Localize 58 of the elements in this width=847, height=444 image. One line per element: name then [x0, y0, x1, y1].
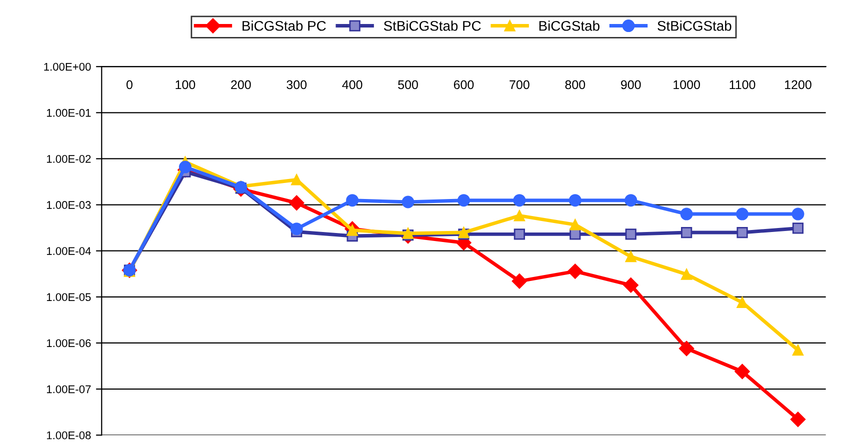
y-tick-label: 1.00E-04 — [46, 247, 91, 255]
point — [513, 194, 526, 207]
x-tick-label: 900 — [621, 80, 641, 90]
x-tick-label: 1200 — [785, 80, 812, 90]
point — [681, 226, 692, 238]
x-tick-label: 700 — [510, 80, 530, 90]
point — [681, 268, 692, 280]
point — [680, 208, 693, 220]
y-tick-label: 1.00E+00 — [44, 62, 91, 71]
point — [792, 208, 804, 220]
point — [457, 194, 470, 207]
legend-label: StBiCGStab — [658, 20, 732, 31]
legend-label: StBiCGStab PC — [384, 20, 481, 31]
point — [514, 228, 525, 240]
x-tick-label: 1100 — [730, 80, 756, 90]
legend-label: BiCGStab PC — [242, 20, 326, 31]
x-tick-label: 1000 — [674, 80, 700, 90]
point — [736, 226, 748, 238]
point — [792, 222, 804, 234]
point — [290, 222, 303, 236]
x-tick-label: 800 — [565, 80, 586, 90]
point — [568, 264, 583, 279]
point — [790, 412, 806, 427]
y-tick-label: 1.00E-07 — [46, 385, 91, 394]
point — [736, 208, 749, 220]
point — [346, 194, 359, 207]
point — [346, 224, 358, 236]
point — [178, 160, 192, 174]
y-tick-label: 1.00E-05 — [46, 293, 91, 302]
point — [514, 210, 525, 222]
x-tick-label: 500 — [398, 80, 418, 90]
point — [736, 296, 748, 308]
y-tick-label: 1.00E-08 — [46, 431, 91, 440]
point — [402, 196, 414, 208]
y-tick-label: 1.00E-03 — [46, 201, 91, 209]
point — [570, 219, 581, 230]
point — [678, 340, 694, 356]
point — [570, 228, 581, 240]
point — [568, 194, 582, 207]
x-tick-label: 0 — [126, 80, 132, 90]
point — [792, 344, 804, 356]
point — [512, 274, 528, 289]
point — [625, 228, 636, 240]
point — [289, 195, 304, 210]
point — [624, 194, 638, 207]
legend-label: BiCGStab — [539, 20, 600, 31]
x-tick-label: 300 — [286, 80, 307, 90]
y-tick-label: 1.00E-06 — [46, 339, 91, 348]
y-tick-label: 1.00E-01 — [46, 108, 91, 117]
point — [734, 364, 750, 380]
point — [291, 174, 302, 186]
x-tick-label: 400 — [342, 80, 362, 90]
point — [625, 251, 636, 262]
x-tick-label: 600 — [454, 80, 474, 90]
point — [623, 278, 638, 293]
y-tick-label: 1.00E-02 — [46, 154, 91, 163]
x-tick-label: 100 — [176, 80, 196, 90]
x-tick-label: 200 — [231, 80, 251, 90]
